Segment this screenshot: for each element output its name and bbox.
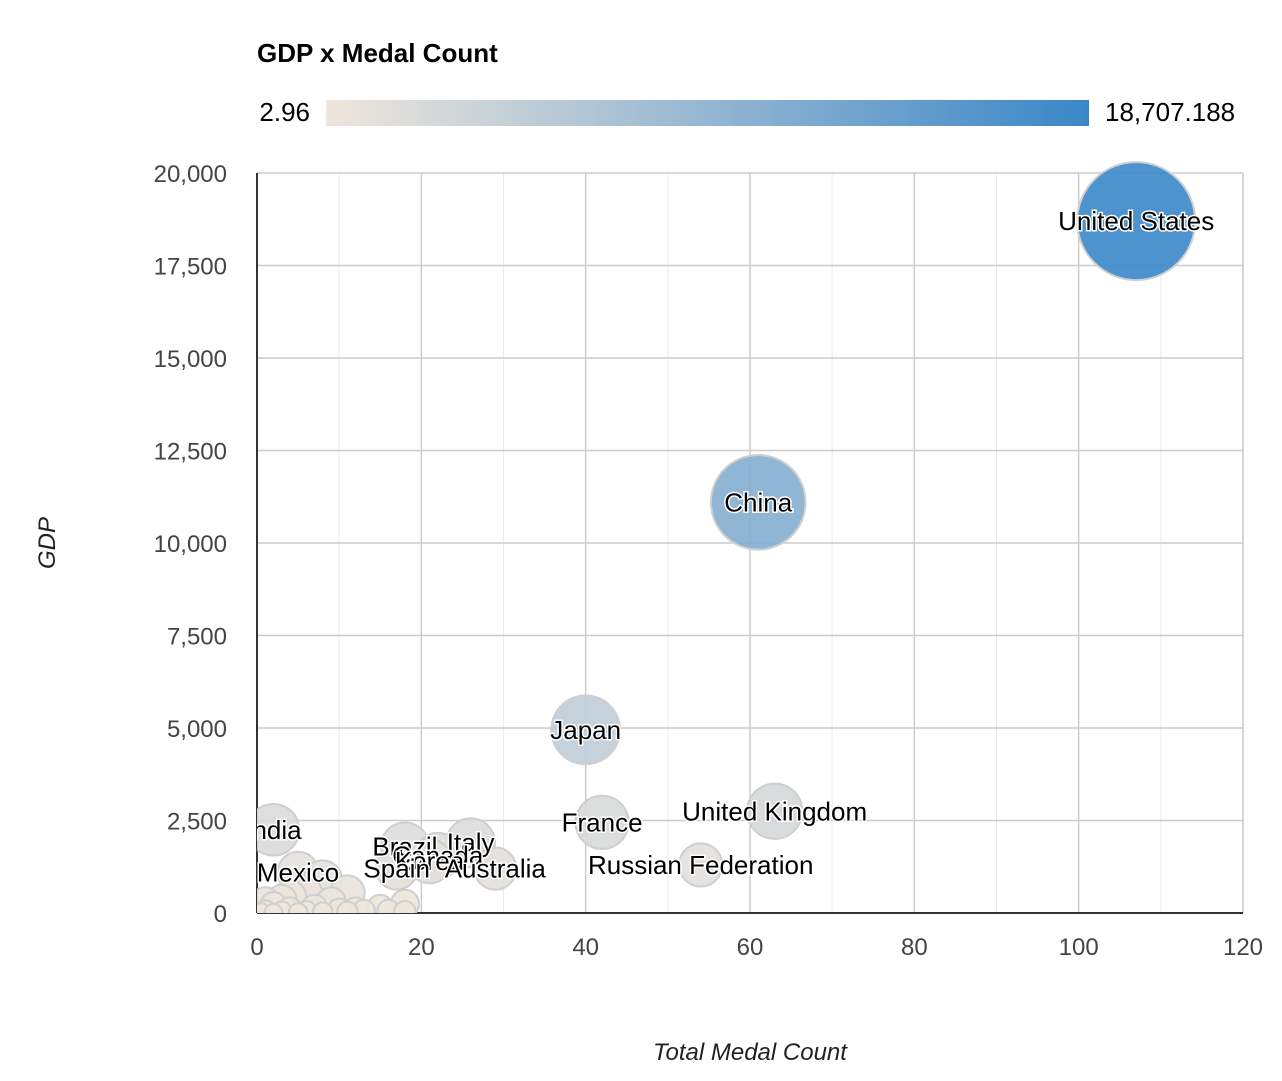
bubble-point[interactable] xyxy=(574,794,630,850)
bubble-label: Australia xyxy=(445,854,547,884)
legend-title: GDP x Medal Count xyxy=(257,38,498,68)
y-tick-label: 12,500 xyxy=(154,439,227,466)
bubble-label: Canada xyxy=(392,841,484,871)
bubble-label: Mexico xyxy=(257,857,339,887)
bubble-point[interactable] xyxy=(374,846,419,891)
bubble-label: India xyxy=(245,815,302,845)
y-tick-label: 7,500 xyxy=(167,624,227,651)
legend-min-label: 2.96 xyxy=(259,97,310,127)
bubble-point[interactable] xyxy=(311,901,334,922)
y-tick-label: 5,000 xyxy=(167,716,227,743)
bubble-label: France xyxy=(562,807,643,837)
bubble-label: Italy xyxy=(447,828,495,858)
y-tick-label: 0 xyxy=(214,901,227,928)
y-axis-title: GDP xyxy=(34,517,61,569)
bubble-label: Japan xyxy=(550,715,621,745)
bubble-point[interactable] xyxy=(473,846,518,891)
bubbles xyxy=(248,161,1197,922)
y-tick-label: 20,000 xyxy=(154,161,227,188)
bubble-label: Korea xyxy=(395,846,465,876)
bubble-label: Spain xyxy=(363,854,430,884)
y-tick-label: 2,500 xyxy=(167,809,227,836)
bubble-labels: United States China Japan United Kingdom Fra… xyxy=(245,205,1216,889)
bubble-point[interactable] xyxy=(550,694,621,766)
x-tick-label: 80 xyxy=(901,934,928,961)
bubble-point[interactable] xyxy=(709,453,807,551)
bubble-label: Russian Federation xyxy=(588,850,813,880)
legend-max-label: 18,707.188 xyxy=(1105,97,1235,127)
y-tick-label: 17,500 xyxy=(154,254,227,281)
bubble-point[interactable] xyxy=(287,902,309,922)
x-tick-label: 100 xyxy=(1059,934,1099,961)
bubble-label: China xyxy=(724,487,792,517)
bubble-point[interactable] xyxy=(248,802,301,857)
bubble-label: Brazil xyxy=(372,831,437,861)
x-tick-label: 60 xyxy=(737,934,764,961)
x-axis-title: Total Medal Count xyxy=(653,1039,848,1066)
bubble-point[interactable] xyxy=(336,900,359,922)
bubble-point[interactable] xyxy=(263,902,284,922)
x-tick-label: 20 xyxy=(408,934,435,961)
bubble-point[interactable] xyxy=(678,842,724,888)
bubble-point[interactable] xyxy=(393,900,417,922)
x-tick-label: 40 xyxy=(572,934,599,961)
bubble-label: United States xyxy=(1058,206,1214,236)
bubble-point[interactable] xyxy=(1076,161,1197,282)
bubble-point[interactable] xyxy=(745,782,804,840)
y-tick-label: 15,000 xyxy=(154,346,227,373)
y-tick-label: 10,000 xyxy=(154,531,227,558)
axes: 0 20 40 60 80 100 120 0 2,500 5,000 7,500 10,000 12,… xyxy=(154,161,1263,961)
x-tick-label: 120 xyxy=(1223,934,1263,961)
bubble-label: United Kingdom xyxy=(682,796,867,826)
x-tick-label: 0 xyxy=(250,934,263,961)
legend-color-scale xyxy=(326,100,1089,126)
